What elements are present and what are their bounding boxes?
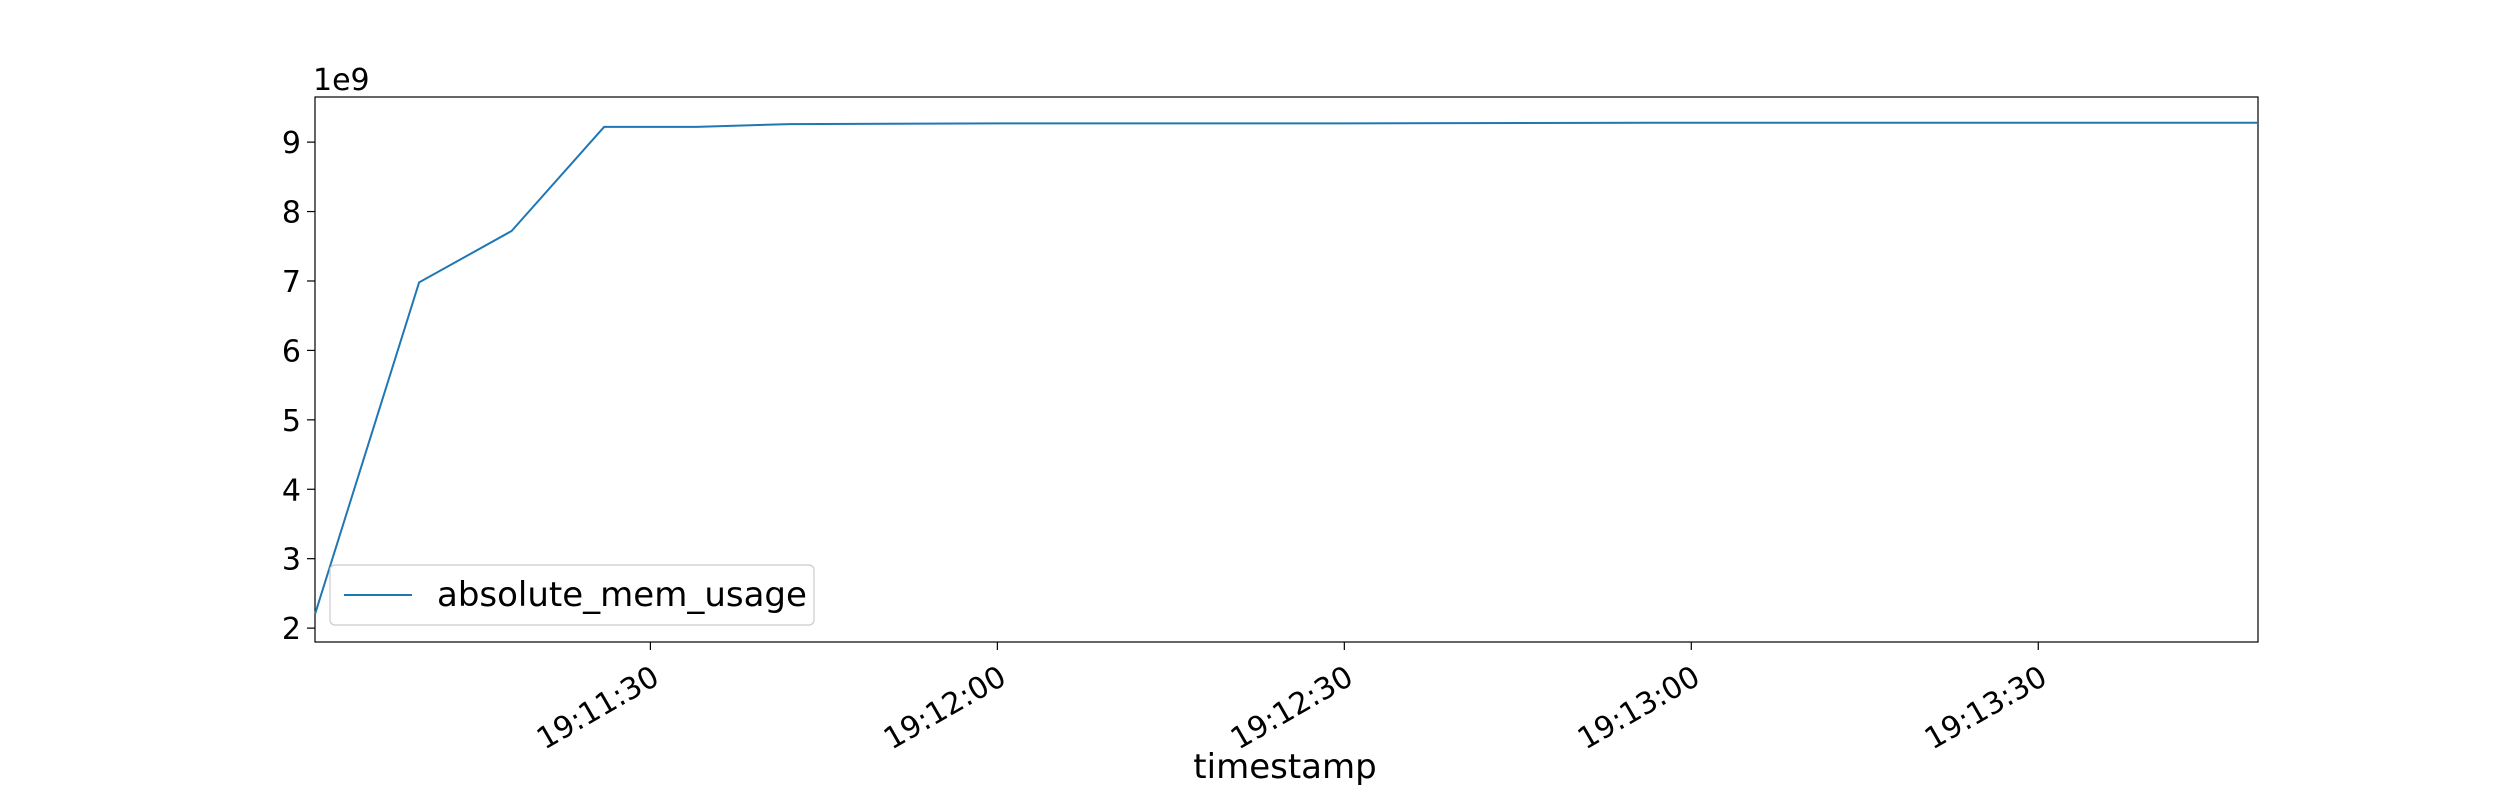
x-tick-label: 19:12:00: [878, 659, 1012, 757]
y-tick-label: 7: [282, 265, 301, 300]
y-tick-label: 6: [282, 334, 301, 369]
y-tick-label: 8: [282, 196, 301, 231]
y-tick-label: 2: [282, 612, 301, 647]
x-axis-label: timestamp: [1193, 747, 1376, 787]
y-axis: 2 3 4 5 6 7 8 9: [282, 126, 315, 647]
x-axis: 19:11:30 19:12:00 19:12:30 19:13:00 19:13:30: [531, 642, 2053, 757]
y-tick-label: 5: [282, 404, 301, 439]
y-tick-label: 9: [282, 126, 301, 161]
legend-box: [329, 564, 815, 626]
x-tick-label: 19:13:00: [1572, 659, 1706, 757]
x-tick-label: 19:11:30: [531, 659, 665, 757]
x-tick-label: 19:12:30: [1225, 659, 1359, 757]
y-offset-label: 1e9: [313, 63, 370, 98]
plot-area: [314, 96, 2259, 643]
x-tick-label: 19:13:30: [1919, 659, 2053, 757]
legend-label: absolute_mem_usage: [437, 575, 807, 615]
y-tick-label: 4: [282, 473, 301, 508]
series-line-absolute_mem_usage: [314, 121, 2258, 615]
legend: absolute_mem_usage: [329, 564, 815, 626]
series-layer: [314, 121, 2258, 615]
y-tick-label: 3: [282, 543, 301, 578]
plot-frame: [314, 96, 2259, 643]
